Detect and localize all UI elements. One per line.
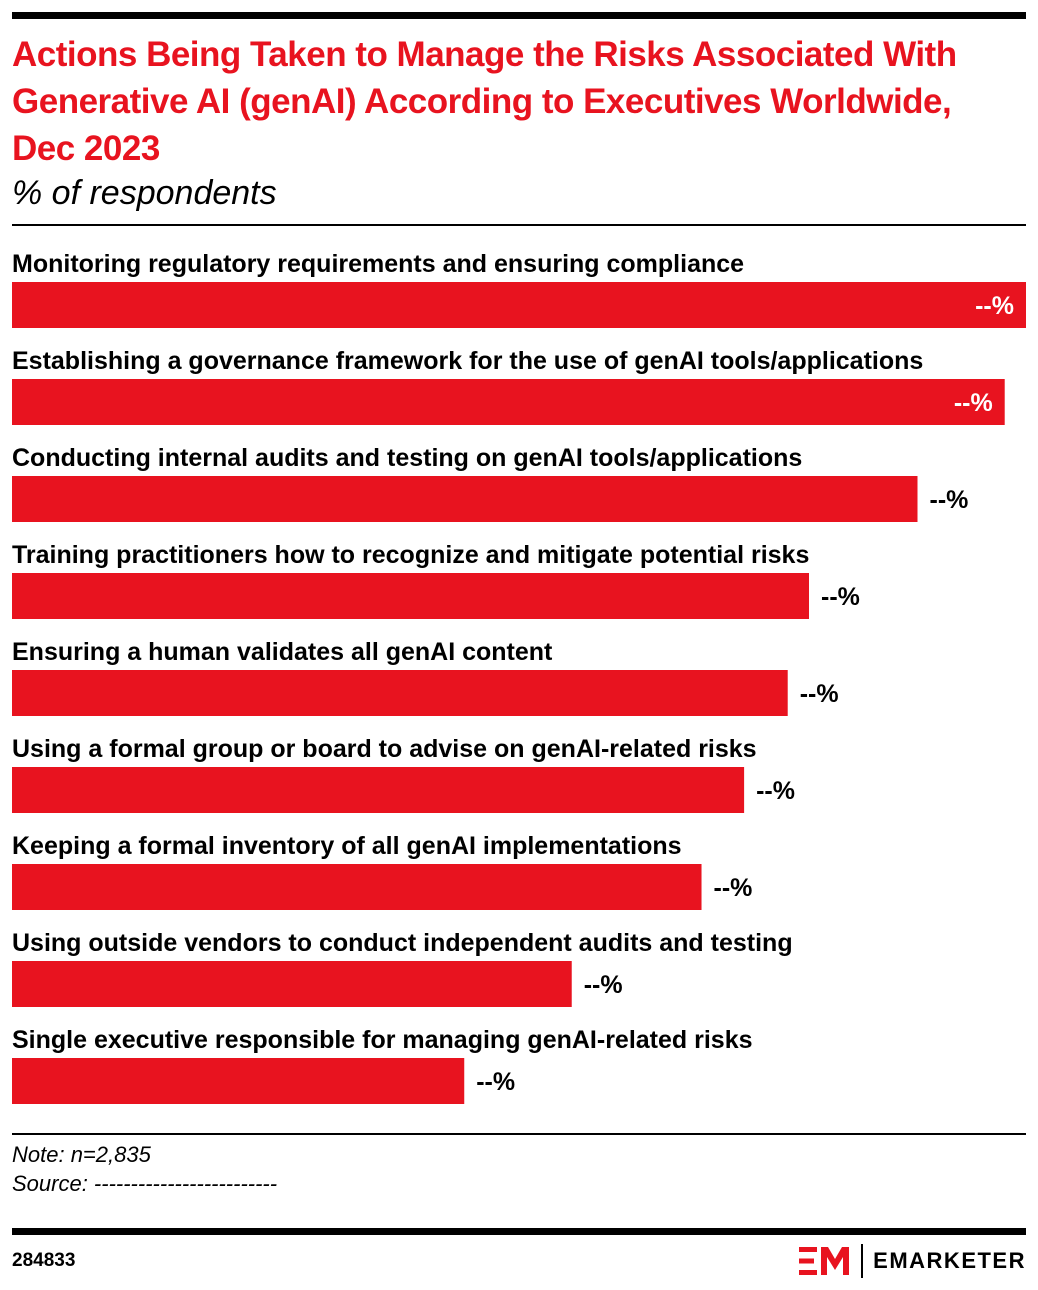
logo-separator	[861, 1244, 864, 1278]
bar	[12, 282, 1026, 328]
top-rule	[12, 12, 1026, 19]
chart-id: 284833	[12, 1250, 76, 1271]
value-label: --%	[476, 1068, 515, 1096]
category-label: Monitoring regulatory requirements and e…	[12, 250, 744, 278]
value-label: --%	[800, 680, 839, 708]
bar	[12, 573, 810, 619]
value-label: --%	[756, 777, 795, 805]
bar	[12, 476, 918, 522]
bar	[12, 670, 788, 716]
category-label: Using outside vendors to conduct indepen…	[12, 929, 793, 957]
emarketer-logo: EMARKETER	[799, 1243, 1026, 1279]
bar-chart: Monitoring regulatory requirements and e…	[0, 240, 1038, 1120]
bar	[12, 961, 572, 1007]
chart-subtitle: % of respondents	[12, 174, 277, 212]
category-label: Training practitioners how to recognize …	[12, 541, 809, 569]
category-label: Conducting internal audits and testing o…	[12, 444, 802, 472]
note-rule	[12, 1133, 1026, 1135]
bar	[12, 767, 745, 813]
category-label: Ensuring a human validates all genAI con…	[12, 638, 553, 666]
category-label: Establishing a governance framework for …	[12, 347, 923, 375]
value-label: --%	[930, 486, 969, 514]
chart-source: Source: -------------------------	[12, 1171, 278, 1196]
bottom-rule	[12, 1228, 1026, 1235]
value-label: --%	[821, 583, 860, 611]
category-label: Keeping a formal inventory of all genAI …	[12, 832, 682, 860]
em-logo-icon	[799, 1247, 850, 1275]
category-label: Single executive responsible for managin…	[12, 1026, 753, 1054]
category-label: Using a formal group or board to advise …	[12, 735, 757, 763]
bar-chart-svg: Monitoring regulatory requirements and e…	[12, 250, 1026, 1104]
value-label: --%	[975, 292, 1014, 320]
bar	[12, 379, 1005, 425]
chart-title: Actions Being Taken to Manage the Risks …	[12, 35, 957, 168]
bar	[12, 1058, 465, 1104]
value-label: --%	[714, 874, 753, 902]
header-rule	[12, 224, 1026, 226]
value-label: --%	[954, 389, 993, 417]
brand-name: EMARKETER	[873, 1248, 1026, 1273]
chart-note: Note: n=2,835	[12, 1142, 151, 1167]
bar	[12, 864, 702, 910]
value-label: --%	[584, 971, 623, 999]
